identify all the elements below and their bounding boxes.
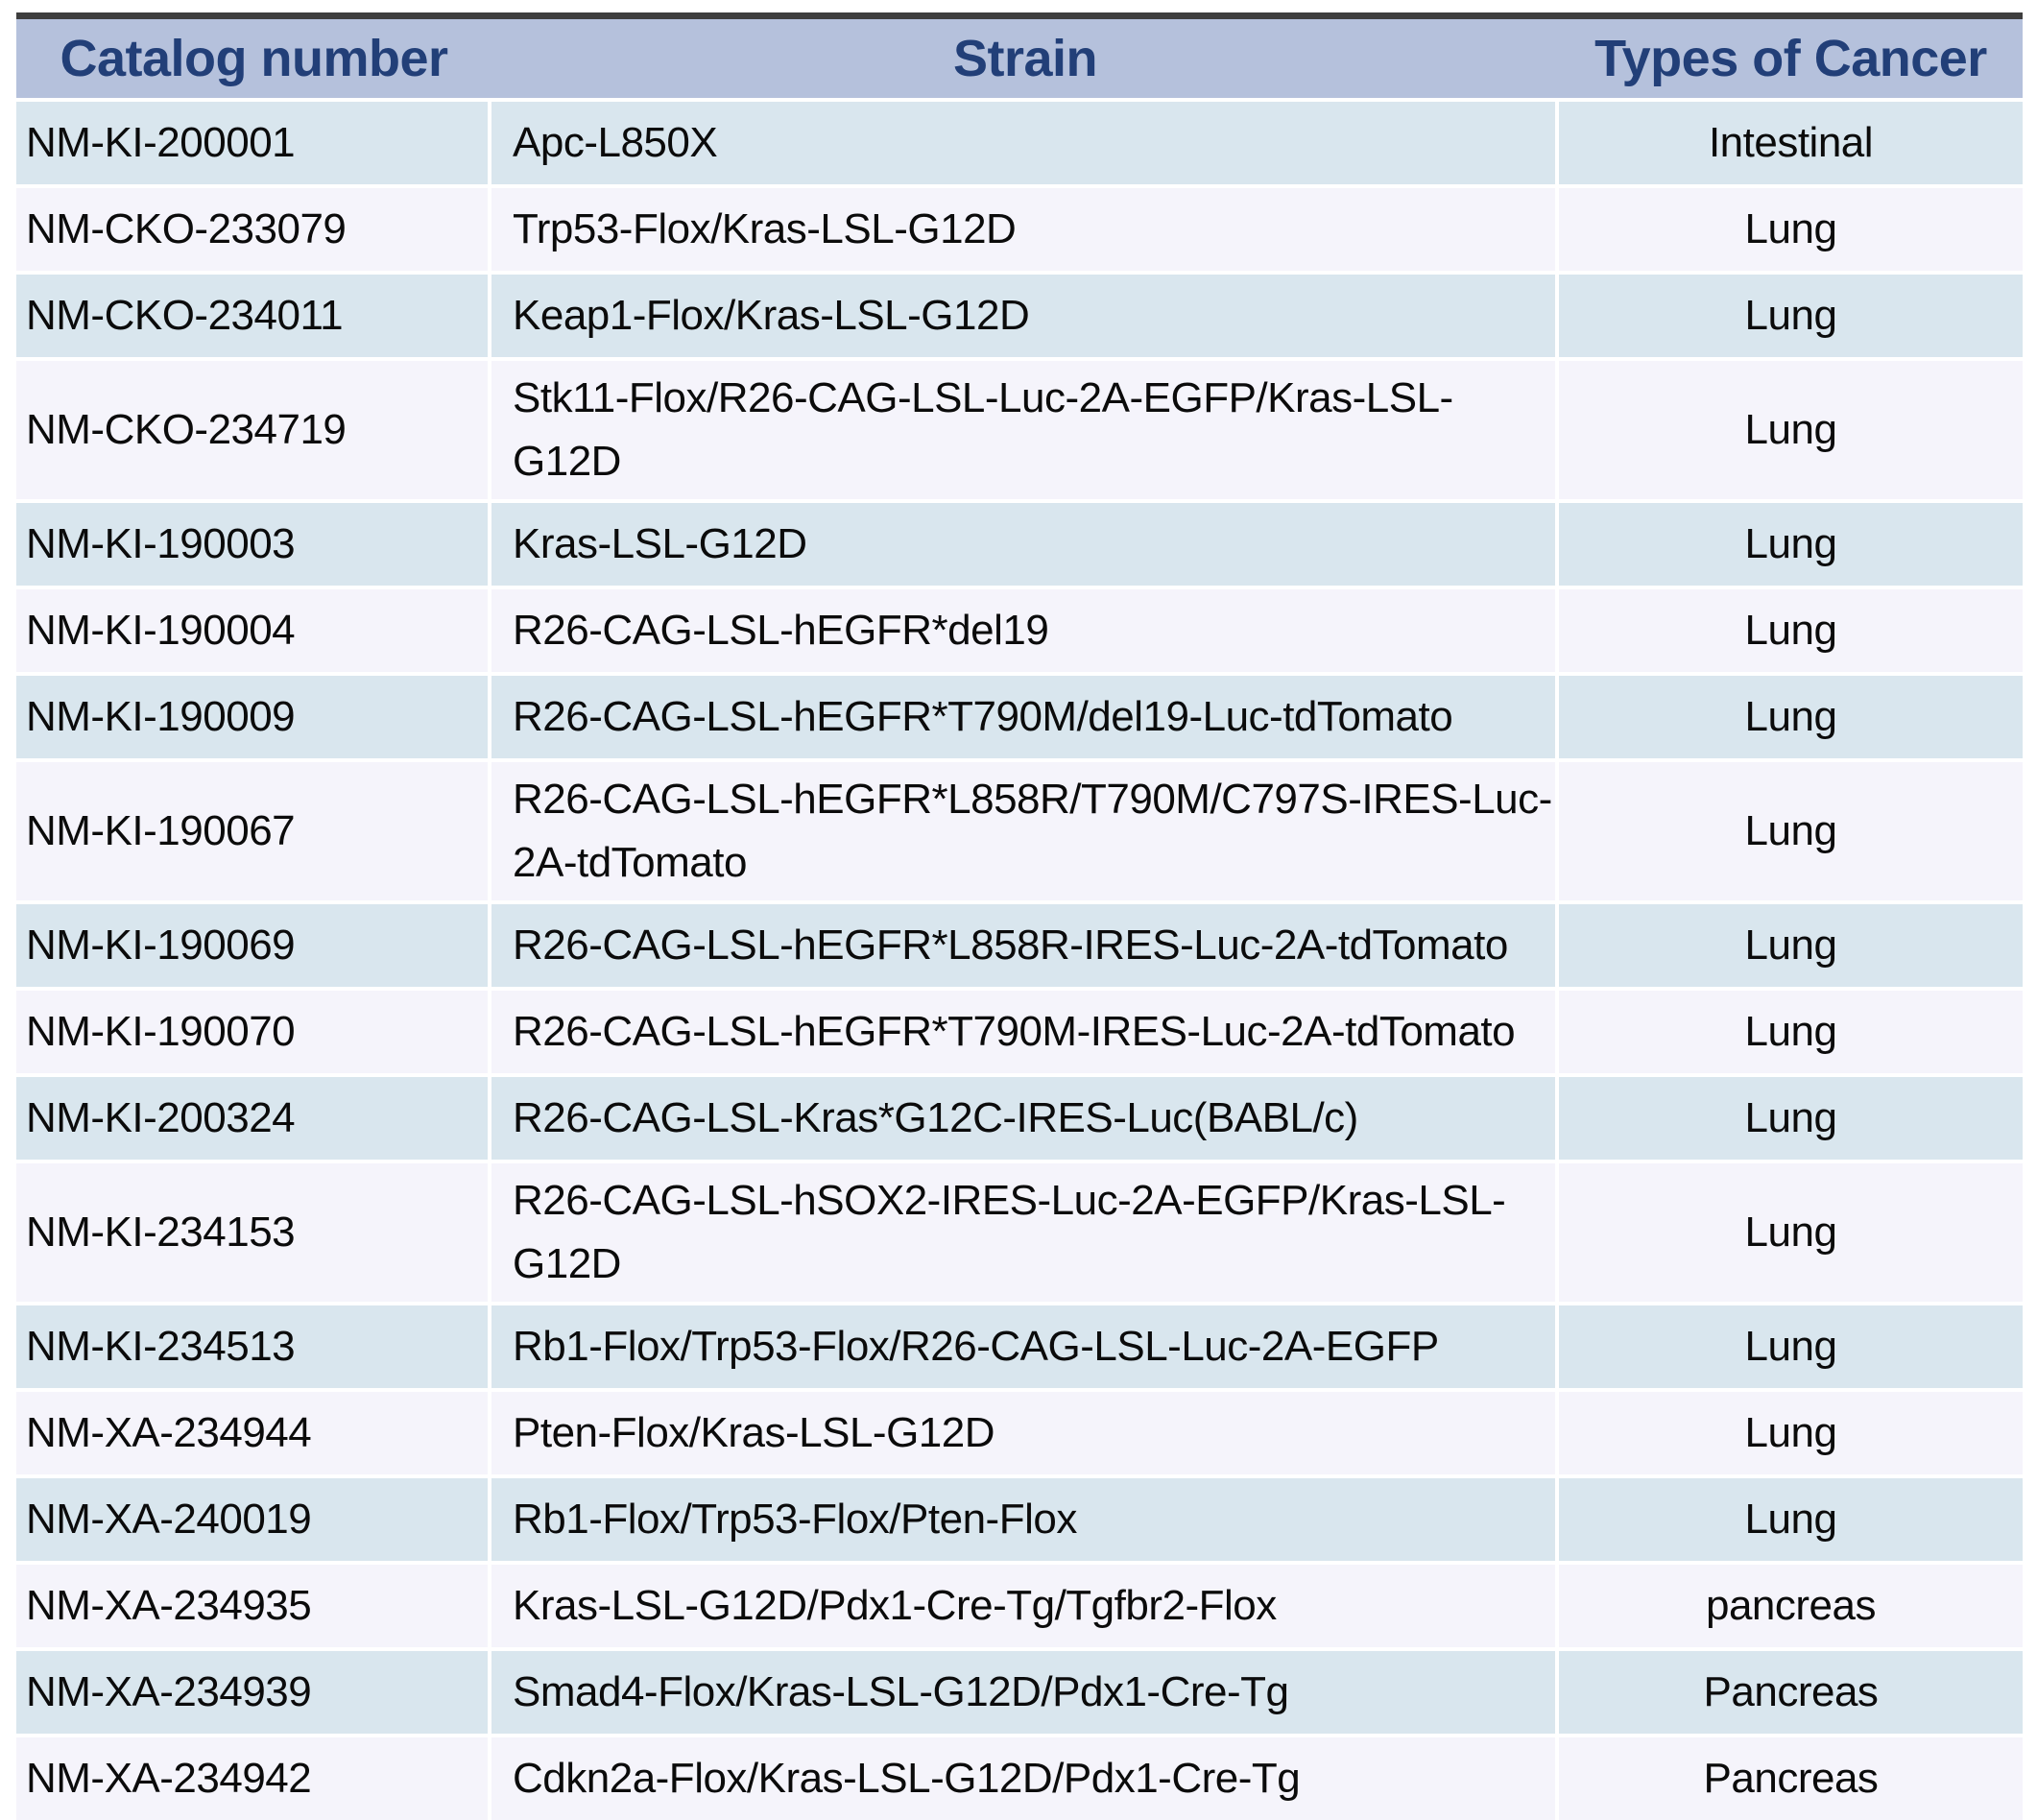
- table-row: NM-KI-200324 R26-CAG-LSL-Kras*G12C-IRES-…: [16, 1077, 2023, 1160]
- cancer-type-cell: Pancreas: [1559, 1737, 2023, 1820]
- strain-cell: R26-CAG-LSL-Kras*G12C-IRES-Luc(BABL/c): [491, 1077, 1555, 1160]
- strain-catalog-table: Catalog number Strain Types of Cancer NM…: [16, 12, 2023, 1820]
- catalog-number-cell: NM-KI-190070: [16, 991, 488, 1073]
- strain-cell: Rb1-Flox/Trp53-Flox/R26-CAG-LSL-Luc-2A-E…: [491, 1305, 1555, 1388]
- catalog-number-cell: NM-KI-234513: [16, 1305, 488, 1388]
- table-row: NM-KI-190069 R26-CAG-LSL-hEGFR*L858R-IRE…: [16, 904, 2023, 987]
- strain-cell: Smad4-Flox/Kras-LSL-G12D/Pdx1-Cre-Tg: [491, 1651, 1555, 1734]
- catalog-number-cell: NM-XA-234942: [16, 1737, 488, 1820]
- catalog-number-cell: NM-CKO-234719: [16, 361, 488, 499]
- table-row: NM-CKO-233079 Trp53-Flox/Kras-LSL-G12D L…: [16, 188, 2023, 271]
- table-row: NM-KI-234513 Rb1-Flox/Trp53-Flox/R26-CAG…: [16, 1305, 2023, 1388]
- header-types-of-cancer: Types of Cancer: [1594, 30, 1987, 87]
- cancer-type-cell: Lung: [1559, 1163, 2023, 1302]
- table-row: NM-XA-240019 Rb1-Flox/Trp53-Flox/Pten-Fl…: [16, 1478, 2023, 1561]
- strain-cell: Pten-Flox/Kras-LSL-G12D: [491, 1392, 1555, 1474]
- strain-cell: Cdkn2a-Flox/Kras-LSL-G12D/Pdx1-Cre-Tg: [491, 1737, 1555, 1820]
- strain-cell: Kras-LSL-G12D/Pdx1-Cre-Tg/Tgfbr2-Flox: [491, 1565, 1555, 1647]
- strain-cell: Apc-L850X: [491, 102, 1555, 184]
- strain-cell: R26-CAG-LSL-hEGFR*T790M/del19-Luc-tdToma…: [491, 676, 1555, 758]
- header-strain: Strain: [952, 30, 1098, 87]
- table-row: NM-XA-234939 Smad4-Flox/Kras-LSL-G12D/Pd…: [16, 1651, 2023, 1734]
- cancer-type-cell: Lung: [1559, 1305, 2023, 1388]
- catalog-number-cell: NM-CKO-233079: [16, 188, 488, 271]
- cancer-type-cell: Lung: [1559, 188, 2023, 271]
- table-row: NM-KI-234153 R26-CAG-LSL-hSOX2-IRES-Luc-…: [16, 1163, 2023, 1302]
- table-row: NM-CKO-234719 Stk11-Flox/R26-CAG-LSL-Luc…: [16, 361, 2023, 499]
- table-row: NM-XA-234942 Cdkn2a-Flox/Kras-LSL-G12D/P…: [16, 1737, 2023, 1820]
- table-row: NM-XA-234935 Kras-LSL-G12D/Pdx1-Cre-Tg/T…: [16, 1565, 2023, 1647]
- catalog-number-cell: NM-KI-190003: [16, 503, 488, 586]
- table-row: NM-KI-190009 R26-CAG-LSL-hEGFR*T790M/del…: [16, 676, 2023, 758]
- table-body: NM-KI-200001 Apc-L850X Intestinal NM-CKO…: [16, 102, 2023, 1820]
- catalog-number-cell: NM-KI-190069: [16, 904, 488, 987]
- cancer-type-cell: Lung: [1559, 1392, 2023, 1474]
- strain-cell: R26-CAG-LSL-hEGFR*L858R/T790M/C797S-IRES…: [491, 762, 1555, 900]
- catalog-number-cell: NM-KI-190004: [16, 589, 488, 672]
- cancer-type-cell: Pancreas: [1559, 1651, 2023, 1734]
- catalog-number-cell: NM-KI-200001: [16, 102, 488, 184]
- header-catalog-number: Catalog number: [60, 30, 448, 87]
- strain-cell: Kras-LSL-G12D: [491, 503, 1555, 586]
- catalog-number-cell: NM-XA-240019: [16, 1478, 488, 1561]
- catalog-number-cell: NM-CKO-234011: [16, 275, 488, 357]
- cancer-type-cell: Lung: [1559, 1077, 2023, 1160]
- catalog-number-cell: NM-KI-190009: [16, 676, 488, 758]
- cancer-type-cell: Lung: [1559, 676, 2023, 758]
- table-row: NM-KI-190003 Kras-LSL-G12D Lung: [16, 503, 2023, 586]
- strain-cell: R26-CAG-LSL-hEGFR*del19: [491, 589, 1555, 672]
- table-header-row: Catalog number Strain Types of Cancer: [16, 19, 2023, 98]
- cancer-type-cell: Lung: [1559, 991, 2023, 1073]
- table-row: NM-KI-190067 R26-CAG-LSL-hEGFR*L858R/T79…: [16, 762, 2023, 900]
- strain-cell: R26-CAG-LSL-hSOX2-IRES-Luc-2A-EGFP/Kras-…: [491, 1163, 1555, 1302]
- cancer-type-cell: pancreas: [1559, 1565, 2023, 1647]
- cancer-type-cell: Lung: [1559, 1478, 2023, 1561]
- table-row: NM-CKO-234011 Keap1-Flox/Kras-LSL-G12D L…: [16, 275, 2023, 357]
- table-row: NM-KI-190004 R26-CAG-LSL-hEGFR*del19 Lun…: [16, 589, 2023, 672]
- cancer-type-cell: Lung: [1559, 589, 2023, 672]
- cancer-type-cell: Lung: [1559, 904, 2023, 987]
- strain-cell: Trp53-Flox/Kras-LSL-G12D: [491, 188, 1555, 271]
- cancer-type-cell: Lung: [1559, 762, 2023, 900]
- catalog-number-cell: NM-XA-234939: [16, 1651, 488, 1734]
- strain-cell: Keap1-Flox/Kras-LSL-G12D: [491, 275, 1555, 357]
- catalog-number-cell: NM-XA-234935: [16, 1565, 488, 1647]
- cancer-type-cell: Lung: [1559, 275, 2023, 357]
- table-top-border: [16, 12, 2023, 19]
- catalog-number-cell: NM-KI-200324: [16, 1077, 488, 1160]
- table-row: NM-KI-190070 R26-CAG-LSL-hEGFR*T790M-IRE…: [16, 991, 2023, 1073]
- table-row: NM-KI-200001 Apc-L850X Intestinal: [16, 102, 2023, 184]
- catalog-number-cell: NM-KI-234153: [16, 1163, 488, 1302]
- cancer-type-cell: Intestinal: [1559, 102, 2023, 184]
- strain-cell: R26-CAG-LSL-hEGFR*L858R-IRES-Luc-2A-tdTo…: [491, 904, 1555, 987]
- table-row: NM-XA-234944 Pten-Flox/Kras-LSL-G12D Lun…: [16, 1392, 2023, 1474]
- strain-cell: Rb1-Flox/Trp53-Flox/Pten-Flox: [491, 1478, 1555, 1561]
- catalog-number-cell: NM-XA-234944: [16, 1392, 488, 1474]
- strain-cell: R26-CAG-LSL-hEGFR*T790M-IRES-Luc-2A-tdTo…: [491, 991, 1555, 1073]
- strain-cell: Stk11-Flox/R26-CAG-LSL-Luc-2A-EGFP/Kras-…: [491, 361, 1555, 499]
- cancer-type-cell: Lung: [1559, 361, 2023, 499]
- catalog-number-cell: NM-KI-190067: [16, 762, 488, 900]
- cancer-type-cell: Lung: [1559, 503, 2023, 586]
